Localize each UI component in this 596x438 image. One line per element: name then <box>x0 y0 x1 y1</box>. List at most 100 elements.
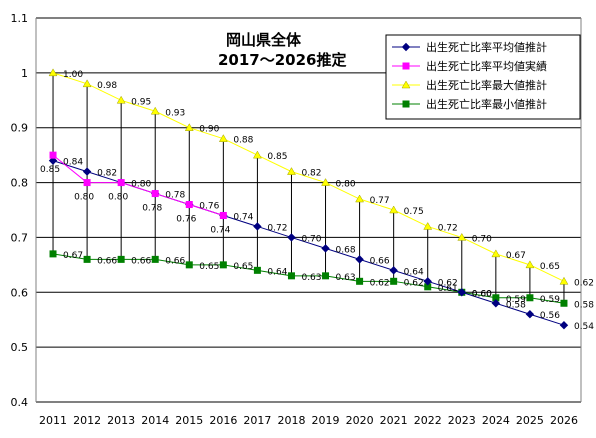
legend-label: 出生死亡比率平均値推計 <box>426 40 547 54</box>
data-label: 0.88 <box>233 136 253 146</box>
data-label: 0.61 <box>438 284 458 294</box>
data-point-triangle <box>355 194 365 203</box>
data-label: 0.85 <box>40 165 60 175</box>
data-label: 0.60 <box>472 289 492 299</box>
data-label: 0.66 <box>131 256 151 266</box>
data-point-triangle <box>252 150 262 159</box>
data-point-triangle <box>559 276 569 285</box>
data-point-square <box>390 277 398 285</box>
data-label: 1.00 <box>63 70 83 80</box>
x-tick-label: 2016 <box>209 414 237 427</box>
data-point-triangle <box>116 95 126 104</box>
data-point-triangle <box>184 123 194 131</box>
data-point-square <box>322 272 330 280</box>
data-point-diamond <box>253 222 262 231</box>
y-tick-label: 0.9 <box>11 122 29 135</box>
data-label: 0.74 <box>233 212 253 222</box>
x-tick-label: 2019 <box>312 414 340 427</box>
data-label: 0.59 <box>506 295 526 305</box>
data-point-square <box>185 201 193 209</box>
data-point-square <box>83 255 91 263</box>
y-tick-label: 0.6 <box>11 286 29 299</box>
chart-subtitle: 2017～2026推定 <box>218 51 347 69</box>
data-label: 0.80 <box>131 180 151 190</box>
legend-label: 出生死亡比率平均値実績 <box>426 59 547 73</box>
data-point-square <box>49 151 57 159</box>
data-label: 0.67 <box>63 251 83 261</box>
data-label: 0.56 <box>540 311 560 321</box>
data-label: 0.76 <box>199 202 219 212</box>
data-point-triangle <box>525 260 535 269</box>
x-tick-label: 2020 <box>346 414 374 427</box>
series-2 <box>48 68 569 285</box>
data-point-triangle <box>401 80 411 89</box>
x-tick-label: 2024 <box>482 414 510 427</box>
legend: 出生死亡比率平均値推計出生死亡比率平均値実績出生死亡比率最大値推計出生死亡比率最… <box>385 34 581 120</box>
data-label: 0.70 <box>472 234 492 244</box>
data-label: 0.82 <box>301 169 321 179</box>
data-point-diamond <box>321 244 330 253</box>
data-label: 0.82 <box>97 169 117 179</box>
x-tick-label: 2018 <box>277 414 305 427</box>
x-tick-label: 2011 <box>39 414 67 427</box>
data-point-square <box>151 255 159 263</box>
data-point-triangle <box>287 167 296 175</box>
data-point-triangle <box>48 68 58 77</box>
data-point-square <box>560 299 568 307</box>
data-point-diamond <box>525 310 535 319</box>
legend-box <box>385 34 581 120</box>
data-point-triangle <box>321 178 330 186</box>
data-label: 0.78 <box>142 204 162 214</box>
data-label: 0.95 <box>131 97 151 107</box>
data-label: 0.64 <box>404 267 424 277</box>
data-point-diamond <box>48 156 58 165</box>
data-point-diamond <box>423 277 432 286</box>
data-label: 0.72 <box>267 223 287 233</box>
data-label: 0.58 <box>506 300 526 310</box>
data-label: 0.74 <box>210 225 230 235</box>
data-label: 0.66 <box>165 256 185 266</box>
data-label: 0.65 <box>199 262 219 272</box>
data-point-square <box>402 100 410 108</box>
data-point-diamond <box>287 233 296 242</box>
x-tick-label: 2022 <box>414 414 442 427</box>
data-label: 0.66 <box>97 256 117 266</box>
data-point-square <box>151 190 159 198</box>
data-label: 0.77 <box>370 196 390 206</box>
data-label: 0.76 <box>176 215 196 225</box>
data-point-square <box>253 266 261 274</box>
data-point-diamond <box>457 288 466 297</box>
data-label: 0.98 <box>97 81 117 91</box>
legend-label: 出生死亡比率最小値推計 <box>426 97 547 111</box>
x-tick-label: 2023 <box>448 414 476 427</box>
x-tick-label: 2014 <box>141 414 169 427</box>
data-label: 0.90 <box>199 125 219 135</box>
data-label: 0.68 <box>336 245 356 255</box>
data-point-diamond <box>82 167 92 176</box>
data-label: 0.65 <box>233 262 253 272</box>
data-label: 0.54 <box>574 322 594 332</box>
data-label: 0.62 <box>438 278 458 288</box>
data-label: 0.63 <box>301 273 321 283</box>
series-line <box>52 253 565 304</box>
legend-label: 出生死亡比率最大値推計 <box>426 78 547 92</box>
data-point-square <box>49 250 57 258</box>
data-label: 0.93 <box>165 108 185 118</box>
data-point-square <box>185 261 193 269</box>
data-label: 0.62 <box>574 278 594 288</box>
data-label: 0.80 <box>74 193 94 203</box>
x-tick-label: 2017 <box>243 414 271 427</box>
data-point-triangle <box>457 232 467 241</box>
data-label: 0.80 <box>336 180 356 190</box>
data-point-triangle <box>82 79 92 88</box>
data-point-square <box>402 62 410 70</box>
series-line <box>52 154 224 216</box>
data-label: 0.63 <box>336 273 356 283</box>
chart-title: 岡山県全体 <box>226 31 302 49</box>
data-label: 0.85 <box>267 152 287 162</box>
data-point-square <box>117 255 125 263</box>
y-tick-label: 0.4 <box>11 396 29 409</box>
data-point-square <box>526 294 534 302</box>
data-point-triangle <box>218 134 228 142</box>
